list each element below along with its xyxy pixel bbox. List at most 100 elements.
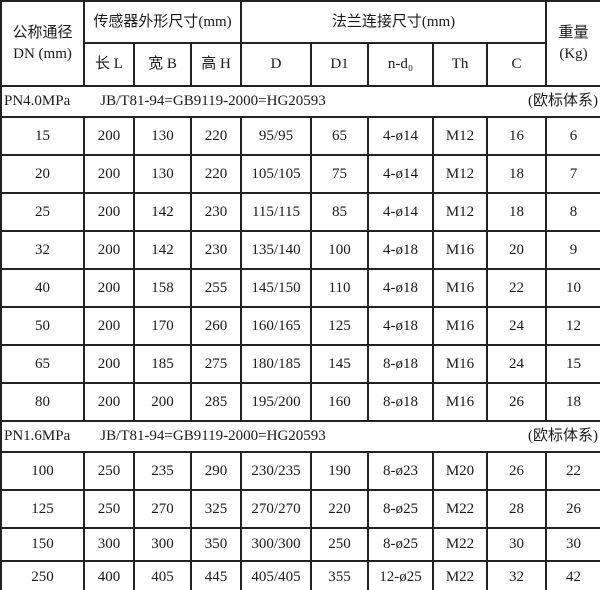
cell-weight: 8 <box>545 192 600 232</box>
cell-width-b: 235 <box>133 451 192 491</box>
header-height-h: 高 H <box>190 42 242 87</box>
cell-height-h: 275 <box>190 344 242 384</box>
cell-length-l: 200 <box>83 116 135 156</box>
cell-flange-d1: 145 <box>310 344 369 384</box>
cell-width-b: 200 <box>133 382 192 422</box>
cell-flange-n-d0: 8-ø25 <box>367 489 434 529</box>
cell-flange-d: 230/235 <box>240 451 312 491</box>
cell-flange-c: 16 <box>485 116 548 156</box>
table-row: 32 200 142 230 135/140 100 4-ø18 M16 20 9 <box>0 230 600 270</box>
cell-height-h: 350 <box>190 527 242 562</box>
header-flange-dimensions-group: 法兰连接尺寸(mm) <box>239 0 548 44</box>
cell-weight: 26 <box>545 489 600 529</box>
pressure-section-row: PN4.0MPa JB/T81-94=GB9119-2000=HG20593 (欧标… <box>0 85 600 118</box>
cell-dn: 40 <box>0 268 85 308</box>
cell-flange-th: M16 <box>432 344 488 384</box>
cell-flange-c: 28 <box>485 489 548 529</box>
cell-flange-n-d0: 8-ø18 <box>367 382 434 422</box>
cell-flange-d: 135/140 <box>240 230 312 270</box>
header-width-b: 宽 B <box>133 42 192 87</box>
header-flange-d1: D1 <box>310 42 369 87</box>
cell-height-h: 230 <box>190 230 242 270</box>
cell-width-b: 142 <box>133 192 192 232</box>
cell-width-b: 270 <box>133 489 192 529</box>
cell-flange-th: M16 <box>432 230 488 270</box>
cell-height-h: 260 <box>190 306 242 346</box>
table-row: 50 200 170 260 160/165 125 4-ø18 M16 24 12 <box>0 306 600 346</box>
cell-height-h: 220 <box>190 116 242 156</box>
header-flange-th: Th <box>432 42 488 87</box>
cell-dn: 50 <box>0 306 85 346</box>
table-row: 80 200 200 285 195/200 160 8-ø18 M16 26 18 <box>0 382 600 422</box>
cell-flange-n-d0: 8-ø25 <box>367 527 434 562</box>
cell-length-l: 200 <box>83 192 135 232</box>
cell-weight: 15 <box>545 344 600 384</box>
cell-flange-th: M22 <box>432 560 488 590</box>
cell-flange-d1: 160 <box>310 382 369 422</box>
cell-flange-c: 30 <box>485 527 548 562</box>
cell-flange-d: 300/300 <box>240 527 312 562</box>
cell-flange-d: 145/150 <box>240 268 312 308</box>
cell-flange-d1: 110 <box>310 268 369 308</box>
cell-height-h: 325 <box>190 489 242 529</box>
table-row: 20 200 130 220 105/105 75 4-ø14 M12 18 7 <box>0 154 600 194</box>
cell-flange-c: 24 <box>485 344 548 384</box>
cell-flange-c: 26 <box>485 451 548 491</box>
cell-flange-d: 160/165 <box>240 306 312 346</box>
cell-flange-d1: 220 <box>310 489 369 529</box>
cell-length-l: 250 <box>83 451 135 491</box>
cell-width-b: 130 <box>133 116 192 156</box>
table-row: 40 200 158 255 145/150 110 4-ø18 M16 22 10 <box>0 268 600 308</box>
header-nominal-diameter-line2: DN (mm) <box>13 45 72 62</box>
cell-length-l: 300 <box>83 527 135 562</box>
cell-flange-d: 115/115 <box>240 192 312 232</box>
table-row: 250 400 405 445 405/405 355 12-ø25 M22 32 42 <box>0 560 600 590</box>
cell-flange-n-d0: 12-ø25 <box>367 560 434 590</box>
cell-length-l: 200 <box>83 230 135 270</box>
flange-standard-label: JB/T81-94=GB9119-2000=HG20593 <box>100 428 326 445</box>
cell-weight: 12 <box>545 306 600 346</box>
header-weight-line1: 重量 <box>558 24 589 41</box>
cell-length-l: 250 <box>83 489 135 529</box>
cell-weight: 22 <box>545 451 600 491</box>
cell-width-b: 300 <box>133 527 192 562</box>
cell-flange-n-d0: 4-ø14 <box>367 192 434 232</box>
header-nominal-diameter-line1: 公称通径 <box>12 24 73 41</box>
header-length-l: 长 L <box>83 42 135 87</box>
table-row: 125 250 270 325 270/270 220 8-ø25 M22 28 26 <box>0 489 600 529</box>
cell-width-b: 158 <box>133 268 192 308</box>
table-row: 65 200 185 275 180/185 145 8-ø18 M16 24 15 <box>0 344 600 384</box>
cell-weight: 7 <box>545 154 600 194</box>
cell-flange-th: M16 <box>432 268 488 308</box>
cell-length-l: 200 <box>83 344 135 384</box>
cell-flange-c: 22 <box>485 268 548 308</box>
cell-dn: 32 <box>0 230 85 270</box>
table-body: PN4.0MPa JB/T81-94=GB9119-2000=HG20593 (欧标… <box>0 85 600 590</box>
cell-dn: 15 <box>0 116 85 156</box>
cell-flange-d1: 250 <box>310 527 369 562</box>
cell-flange-c: 20 <box>485 230 548 270</box>
header-weight-line2: (Kg) <box>559 45 588 62</box>
cell-length-l: 200 <box>83 154 135 194</box>
table-row: 100 250 235 290 230/235 190 8-ø23 M20 26 22 <box>0 451 600 491</box>
flange-standard-label: JB/T81-94=GB9119-2000=HG20593 <box>100 93 326 110</box>
cell-weight: 6 <box>545 116 600 156</box>
cell-flange-c: 26 <box>485 382 548 422</box>
cell-length-l: 400 <box>83 560 135 590</box>
cell-height-h: 220 <box>190 154 242 194</box>
pressure-rating-label: PN1.6MPa <box>4 428 71 445</box>
cell-dn: 250 <box>0 560 85 590</box>
cell-flange-d: 105/105 <box>240 154 312 194</box>
cell-dn: 150 <box>0 527 85 562</box>
standard-system-note: (欧标体系) <box>528 93 599 110</box>
cell-length-l: 200 <box>83 268 135 308</box>
cell-flange-n-d0: 8-ø18 <box>367 344 434 384</box>
cell-flange-n-d0: 4-ø18 <box>367 306 434 346</box>
cell-weight: 9 <box>545 230 600 270</box>
cell-height-h: 255 <box>190 268 242 308</box>
cell-height-h: 285 <box>190 382 242 422</box>
pressure-section-row: PN1.6MPa JB/T81-94=GB9119-2000=HG20593 (欧标… <box>0 420 600 453</box>
cell-weight: 30 <box>545 527 600 562</box>
cell-flange-d: 405/405 <box>240 560 312 590</box>
cell-flange-c: 24 <box>485 306 548 346</box>
